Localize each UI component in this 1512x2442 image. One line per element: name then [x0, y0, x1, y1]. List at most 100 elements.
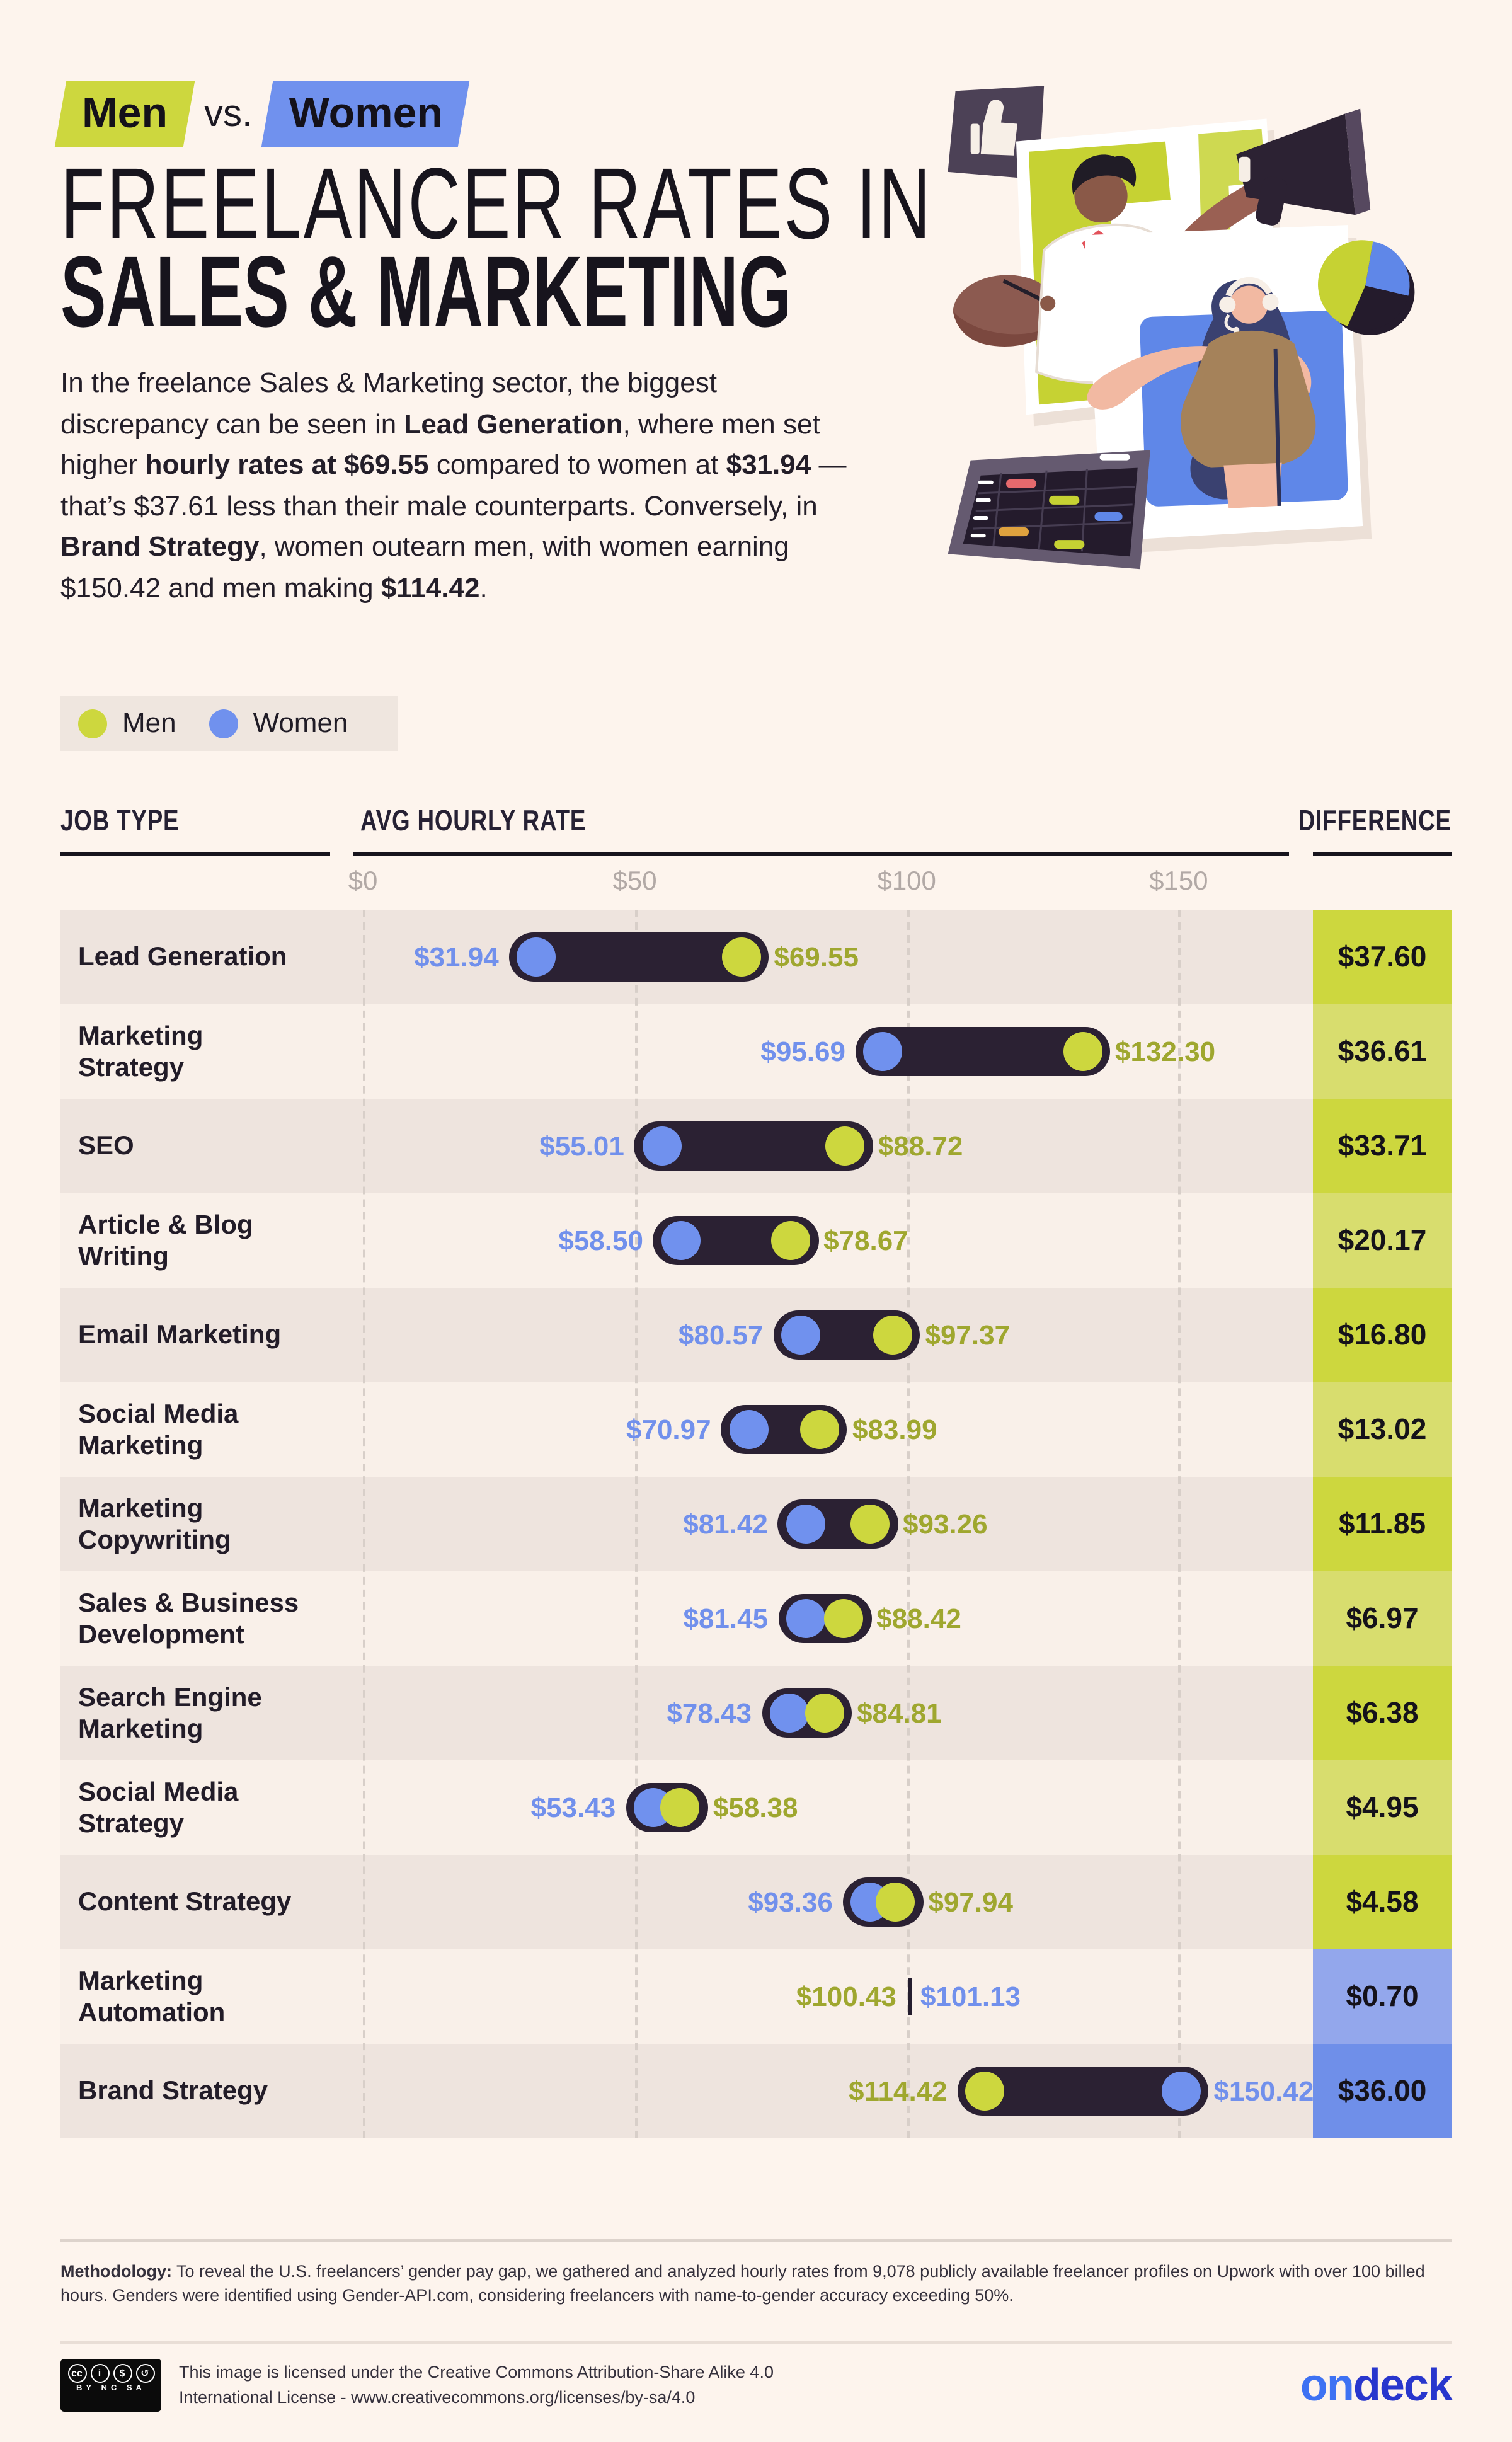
table-row: Article & Blog Writing $58.50 $78.67 $20.17 — [60, 1193, 1452, 1288]
job-type-label: SEO — [78, 1132, 134, 1161]
table-body: Lead Generation $31.94 $69.55 $37.60 Marketi… — [60, 910, 1452, 2138]
men-rate-label: $114.42 — [849, 2075, 948, 2106]
creative-commons-icon: cc i $ ↺ BY NC SA — [60, 2359, 161, 2412]
men-marker — [771, 1221, 811, 1260]
divider-top — [60, 2239, 1452, 2242]
women-rate-label: $55.01 — [539, 1130, 624, 1161]
table-row: Brand Strategy $114.42 $150.42 $36.00 — [60, 2044, 1452, 2138]
women-chip: Women — [268, 81, 464, 147]
rate-bar: $58.50 $78.67 — [363, 1193, 1313, 1288]
men-marker — [876, 1883, 915, 1922]
women-rate-label: $58.50 — [558, 1224, 643, 1256]
men-rate-label: $93.26 — [903, 1508, 988, 1539]
women-marker — [781, 1316, 821, 1355]
men-rate-label: $88.42 — [876, 1602, 961, 1634]
axis-tick-label: $150 — [1149, 867, 1208, 896]
women-rate-label: $80.57 — [678, 1319, 764, 1350]
men-rate-label: $100.43 — [796, 1980, 896, 2012]
license-link[interactable]: International License - www.creativecomm… — [179, 2388, 696, 2407]
men-marker — [850, 1505, 890, 1544]
spreadsheet-icon — [948, 450, 1150, 570]
chart-legend: Men Women — [60, 696, 399, 751]
women-marker — [786, 1505, 825, 1544]
men-marker — [824, 1599, 864, 1638]
difference-value: $4.58 — [1313, 1855, 1452, 1949]
men-marker — [965, 2072, 1005, 2111]
men-marker — [799, 1410, 839, 1449]
women-marker — [786, 1599, 826, 1638]
table-row: Social Media Strategy $53.43 $58.38 $4.95 — [60, 1760, 1452, 1855]
header-versus: Men vs. Women — [60, 81, 464, 147]
difference-underline — [1313, 852, 1452, 856]
table-row: Email Marketing $80.57 $97.37 $16.80 — [60, 1288, 1452, 1382]
rate-underline — [353, 852, 1289, 856]
woman-top — [1181, 330, 1316, 468]
gridline — [634, 910, 638, 2138]
job-type-label: Social Media Marketing — [78, 1399, 239, 1460]
ondeck-logo: ondeck — [1300, 2359, 1453, 2410]
job-type-underline — [60, 852, 330, 856]
gridline — [1178, 910, 1181, 2138]
men-chip-label: Men — [82, 89, 168, 137]
cc-glyph-icon: ↺ — [135, 2364, 154, 2383]
hero-illustration — [948, 86, 1415, 570]
difference-value: $36.00 — [1313, 2044, 1452, 2138]
men-rate-label: $78.67 — [823, 1224, 908, 1256]
men-rate-label: $88.72 — [878, 1130, 963, 1161]
page-title-line2: SALES & MARKETING — [60, 236, 792, 348]
men-marker — [1063, 1032, 1102, 1071]
cc-glyph-icon: $ — [113, 2364, 132, 2383]
methodology-note: Methodology: To reveal the U.S. freelanc… — [60, 2259, 1452, 2307]
headphones-icon — [1225, 277, 1273, 297]
women-marker — [770, 1694, 809, 1733]
difference-header: DIFFERENCE — [1298, 804, 1452, 837]
job-type-label: Social Media Strategy — [78, 1777, 239, 1838]
rate-bar: $81.42 $93.26 — [363, 1477, 1313, 1571]
difference-value: $13.02 — [1313, 1382, 1452, 1477]
job-type-label: Email Marketing — [78, 1321, 282, 1350]
men-marker — [660, 1788, 700, 1827]
rate-bar: $78.43 $84.81 — [363, 1666, 1313, 1760]
rate-bar: $100.43 $101.13 — [363, 1949, 1313, 2044]
men-legend-dot — [78, 709, 107, 738]
men-marker — [873, 1316, 912, 1355]
vs-label: vs. — [204, 93, 253, 134]
rate-separator-line — [908, 1978, 913, 2015]
footer: cc i $ ↺ BY NC SA This image is licensed un… — [60, 2359, 1453, 2412]
woman-figure — [1087, 277, 1316, 508]
difference-value: $11.85 — [1313, 1477, 1452, 1571]
men-rate-label: $97.37 — [925, 1319, 1011, 1350]
women-marker — [1161, 2072, 1201, 2111]
women-marker — [863, 1032, 903, 1071]
rate-bar: $80.57 $97.37 — [363, 1288, 1313, 1382]
women-rate-label: $81.42 — [683, 1508, 768, 1539]
men-marker — [825, 1126, 865, 1166]
women-chip-label: Women — [289, 89, 443, 137]
rates-table: JOB TYPE AVG HOURLY RATE DIFFERENCE $0 $5… — [60, 804, 1452, 2138]
women-rate-label: $93.36 — [748, 1886, 833, 1917]
difference-value: $16.80 — [1313, 1288, 1452, 1382]
rate-bar: $81.45 $88.42 — [363, 1571, 1313, 1666]
men-rate-label: $97.94 — [928, 1886, 1013, 1917]
difference-value: $4.95 — [1313, 1760, 1452, 1855]
intro-paragraph: In the freelance Sales & Marketing secto… — [60, 367, 847, 603]
methodology-label: Methodology: — [60, 2262, 172, 2281]
gridline — [363, 910, 365, 2138]
men-marker — [721, 937, 761, 977]
women-rate-label: $78.43 — [667, 1697, 752, 1728]
difference-value: $0.70 — [1313, 1949, 1452, 2044]
difference-value: $36.61 — [1313, 1004, 1452, 1099]
table-row: Search Engine Marketing $78.43 $84.81 $6.38 — [60, 1666, 1452, 1760]
rate-bar: $95.69 $132.30 — [363, 1004, 1313, 1099]
job-type-label: Content Strategy — [78, 1888, 292, 1917]
job-type-label: Article & Blog Writing — [78, 1210, 253, 1271]
men-rate-label: $84.81 — [857, 1697, 942, 1728]
difference-value: $6.38 — [1313, 1666, 1452, 1760]
table-row: Lead Generation $31.94 $69.55 $37.60 — [60, 910, 1452, 1004]
job-type-header: JOB TYPE — [60, 804, 180, 837]
rate-bar: $31.94 $69.55 — [363, 910, 1313, 1004]
dollar-axis: $0 $50 $100 $150 — [60, 859, 1452, 910]
table-row: Social Media Marketing $70.97 $83.99 $13.02 — [60, 1382, 1452, 1477]
women-legend-dot — [209, 709, 238, 738]
